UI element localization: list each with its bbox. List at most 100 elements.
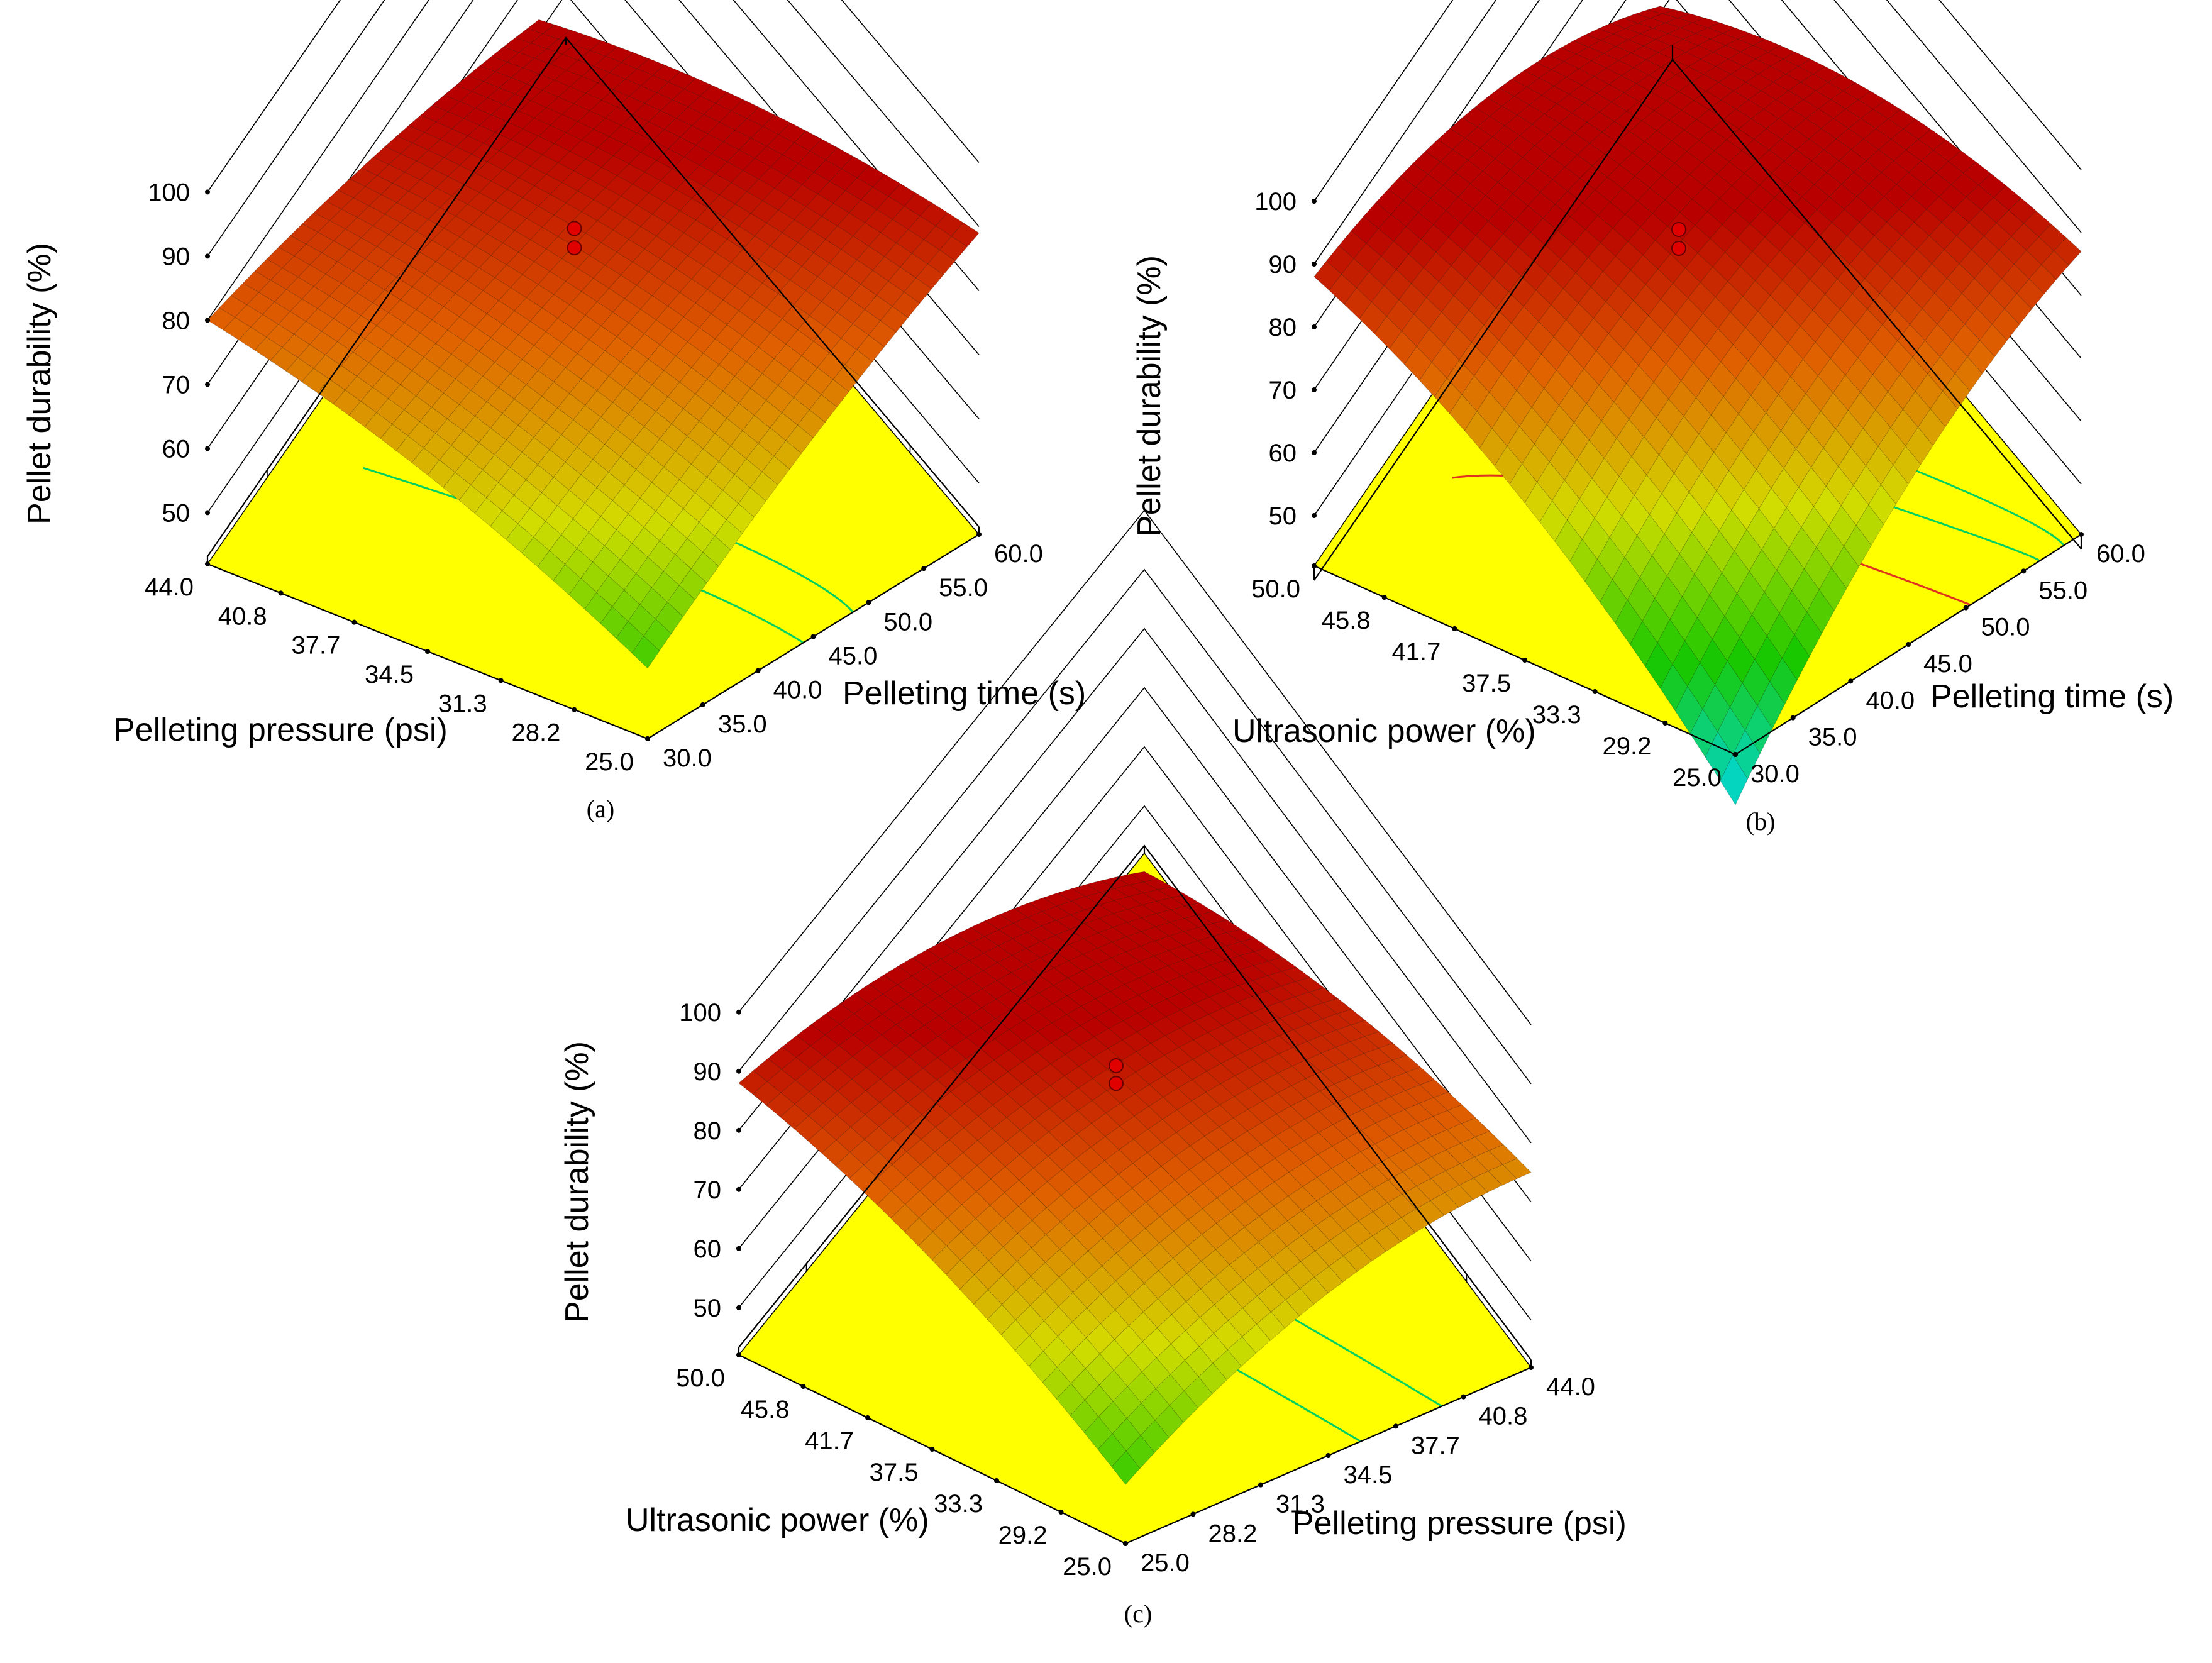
panel-a-surface-cell <box>660 330 688 356</box>
panel-c-design-point <box>1109 1076 1124 1091</box>
panel-c-left-tick-label: 41.7 <box>805 1427 854 1455</box>
panel-a-surface-cell <box>707 275 736 301</box>
panel-b-surface-cell <box>1942 373 1971 409</box>
panel-a-right-tick <box>700 702 705 707</box>
panel-a-left-tick-label: 44.0 <box>145 573 194 601</box>
panel-a-surface-cell <box>797 409 826 438</box>
panel-c-surface-cell <box>878 1114 908 1140</box>
panel-c-design-point <box>1109 1058 1124 1073</box>
panel-c-surface-cell <box>1234 1068 1264 1089</box>
panel-b-surface-cell <box>1757 66 1786 83</box>
panel-a-surface-cell <box>395 435 424 463</box>
panel-a-right-axis-label: Pelleting time (s) <box>843 675 1086 712</box>
panel-a-surface-cell <box>919 202 948 227</box>
panel-b-z-gridline <box>1313 0 2082 202</box>
panel-a-surface-cell <box>770 318 799 345</box>
panel-a-surface-cell <box>876 280 905 307</box>
panel-c-z-tick-label: 70 <box>694 1176 722 1204</box>
panel-a-surface-cell <box>892 292 921 318</box>
panel-a-left-tick <box>572 707 577 712</box>
panel-c-surface-cell <box>1285 1288 1315 1317</box>
panel-c-right-tick <box>1461 1394 1466 1400</box>
panel-c-surface-cell <box>1183 1376 1213 1408</box>
panel-b-surface-cell <box>1501 96 1530 116</box>
panel-b-surface-cell <box>1732 729 1761 780</box>
panel-a-surface-cell <box>596 575 625 607</box>
panel-b-right-tick <box>1733 752 1738 757</box>
panel-a-surface-cell <box>951 222 980 247</box>
panel-a-left-tick-label: 37.7 <box>291 632 340 660</box>
panel-a-surface-cell <box>734 458 763 489</box>
panel-a-surface-cell <box>797 229 826 253</box>
panel-b-z-tick-label: 80 <box>1269 314 1297 341</box>
panel-c-surface-cell <box>1185 1288 1215 1318</box>
panel-b-right-tick <box>1790 715 1796 721</box>
panel-b-surface-cell <box>1729 682 1758 731</box>
panel-b-surface-cell <box>1476 392 1505 429</box>
panel-c-surface-cell <box>1029 1320 1058 1352</box>
panel-c-surface-cell <box>1008 1040 1037 1063</box>
panel-a-surface-cell <box>651 570 680 603</box>
panel-b-surface-cell <box>1823 138 1852 162</box>
panel-b-surface-cell <box>1674 151 1703 175</box>
panel-c-left-tick-label: 45.8 <box>741 1396 790 1423</box>
panel-c-surface-cell <box>1117 1188 1147 1215</box>
panel-c-right-tick-label: 34.5 <box>1344 1461 1393 1489</box>
panel-b-surface-cell <box>1906 278 1935 309</box>
panel-c-surface-cell <box>1176 1122 1205 1146</box>
panel-c-surface-cell <box>1009 1000 1039 1021</box>
panel-b-surface-cell <box>1522 443 1550 483</box>
panel-a-surface-cell <box>655 306 684 331</box>
panel-a-surface-cell <box>675 341 704 368</box>
panel-a-surface-cell <box>738 388 766 416</box>
panel-a-surface-cell <box>888 183 917 207</box>
panel-a-surface-cell <box>683 394 712 422</box>
panel-a-surface-cell <box>789 266 818 291</box>
panel-b-z-tick <box>1312 450 1317 455</box>
panel-a-top-edge <box>207 36 980 557</box>
panel-a-surface-cell <box>734 361 763 389</box>
panel-a-surface-cell <box>687 165 716 187</box>
panel-a-surface-cell <box>687 522 716 553</box>
panel-c-right-tick <box>1529 1365 1534 1370</box>
panel-c-z-axis-label: Pellet durability (%) <box>559 1041 595 1323</box>
panel-c-surface-cell <box>963 1115 993 1141</box>
panel-b-surface-cell <box>1615 599 1643 645</box>
panel-b-left-tick-label: 37.5 <box>1462 670 1511 697</box>
panel-a-surface-cell <box>695 289 724 314</box>
panel-c-z-tick-label: 90 <box>694 1058 722 1086</box>
panel-c-surface-cell <box>1128 1312 1158 1342</box>
panel-a-surface-cell <box>821 203 850 227</box>
panel-a-left-tick-label: 31.3 <box>438 690 487 717</box>
panel-c-surface-cell <box>1134 1106 1163 1130</box>
panel-a-right-tick-label: 50.0 <box>883 608 932 636</box>
panel-b-right-tick-label: 40.0 <box>1866 687 1915 714</box>
panel-b-z-tick <box>1312 262 1317 267</box>
panel-a-surface-cell <box>683 219 712 243</box>
panel-a-surface-cell <box>856 165 885 188</box>
panel-c-surface-cell <box>1488 1164 1517 1186</box>
panel-b-surface-cell <box>1540 336 1569 371</box>
panel-a-surface-cell <box>801 172 830 194</box>
panel-b-surface-cell <box>1566 302 1594 336</box>
panel-b-surface-cell <box>1606 164 1635 189</box>
panel-b-surface-cell <box>1460 208 1489 236</box>
panel-c-surface-cell <box>1140 1420 1170 1454</box>
panel-c-surface-cell <box>1149 1075 1178 1098</box>
panel-a-right-tick <box>645 736 650 741</box>
panel-a-surface-cell <box>699 406 727 434</box>
panel-c-surface-cell <box>1187 1234 1217 1262</box>
panel-b-left-tick <box>1452 626 1457 631</box>
panel-a-surface-cell <box>750 200 779 224</box>
panel-c-right-tick-label: 31.3 <box>1276 1491 1325 1518</box>
panel-a-z-tick <box>205 446 210 451</box>
panel-b-surface-cell <box>1968 209 1997 236</box>
panel-a-surface-cell <box>526 370 555 397</box>
panel-c-surface-cell <box>1068 938 1098 955</box>
panel-c-surface-cell <box>987 1304 1016 1335</box>
panel-a-surface-cell <box>711 490 739 521</box>
panel-a-surface-cell <box>821 287 849 313</box>
panel-a-surface-cell <box>714 519 743 551</box>
panel-c-surface-cell <box>1158 1257 1188 1286</box>
